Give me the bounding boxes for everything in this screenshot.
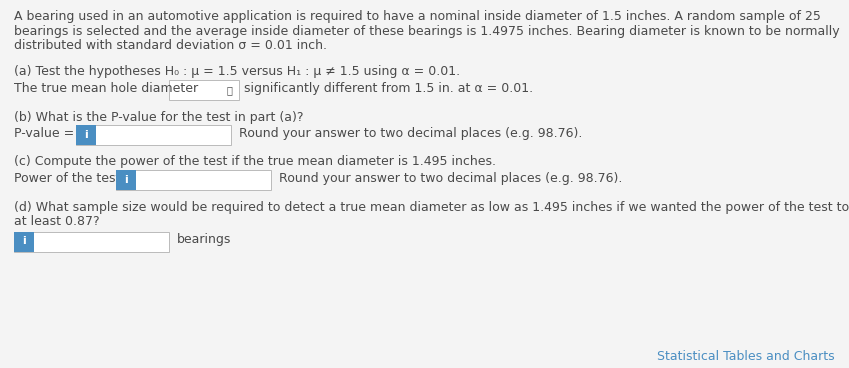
Text: P-value =: P-value = [14, 127, 78, 140]
FancyBboxPatch shape [116, 170, 136, 190]
Text: (d) What sample size would be required to detect a true mean diameter as low as : (d) What sample size would be required t… [14, 201, 849, 213]
Text: A bearing used in an automotive application is required to have a nominal inside: A bearing used in an automotive applicat… [14, 10, 821, 23]
FancyBboxPatch shape [14, 231, 34, 251]
Text: Statistical Tables and Charts: Statistical Tables and Charts [657, 350, 835, 363]
Text: ⌵: ⌵ [226, 85, 232, 95]
Text: The true mean hole diameter: The true mean hole diameter [14, 82, 198, 95]
Text: (a) Test the hypotheses H₀ : μ = 1.5 versus H₁ : μ ≠ 1.5 using α = 0.01.: (a) Test the hypotheses H₀ : μ = 1.5 ver… [14, 66, 460, 78]
Text: Round your answer to two decimal places (e.g. 98.76).: Round your answer to two decimal places … [239, 127, 582, 140]
FancyBboxPatch shape [76, 125, 231, 145]
Text: i: i [22, 237, 25, 247]
Text: (b) What is the P-value for the test in part (a)?: (b) What is the P-value for the test in … [14, 110, 303, 124]
FancyBboxPatch shape [14, 231, 169, 251]
FancyBboxPatch shape [169, 80, 239, 100]
Text: at least 0.87?: at least 0.87? [14, 215, 99, 228]
FancyBboxPatch shape [116, 170, 271, 190]
Text: Round your answer to two decimal places (e.g. 98.76).: Round your answer to two decimal places … [279, 172, 622, 185]
Text: bearings is selected and the average inside diameter of these bearings is 1.4975: bearings is selected and the average ins… [14, 25, 840, 38]
Text: (c) Compute the power of the test if the true mean diameter is 1.495 inches.: (c) Compute the power of the test if the… [14, 156, 496, 169]
Text: significantly different from 1.5 in. at α = 0.01.: significantly different from 1.5 in. at … [244, 82, 533, 95]
Text: distributed with standard deviation σ = 0.01 inch.: distributed with standard deviation σ = … [14, 39, 327, 52]
Text: i: i [84, 130, 88, 140]
Text: bearings: bearings [177, 234, 232, 247]
Text: Power of the test =: Power of the test = [14, 172, 139, 185]
FancyBboxPatch shape [76, 125, 96, 145]
Text: i: i [124, 175, 128, 185]
